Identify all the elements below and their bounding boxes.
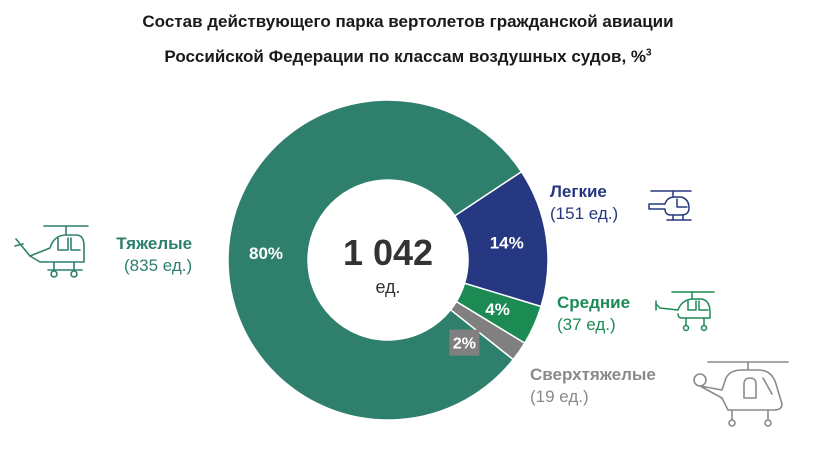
medium-helicopter-icon [655, 291, 715, 332]
legend-superheavy: Сверхтяжелые (19 ед.) [530, 364, 656, 408]
slice-label: 80% [249, 244, 283, 263]
superheavy-helicopter-icon [693, 361, 789, 427]
slice-labels: 14% 4% 2% 80% [249, 234, 524, 356]
total-unit: ед. [375, 277, 400, 297]
legend-medium: Средние (37 ед.) [557, 292, 630, 336]
legend-superheavy-count: (19 ед.) [530, 387, 589, 406]
legend-heavy-name: Тяжелые [116, 234, 193, 253]
legend-light-name: Легкие [550, 182, 607, 201]
slice-label-box [449, 329, 480, 356]
heavy-helicopter-icon [14, 225, 89, 278]
slice-heavy [227, 99, 523, 421]
light-helicopter-icon [648, 190, 692, 221]
total-value: 1 042 [343, 232, 433, 273]
legend-medium-name: Средние [557, 293, 631, 312]
donut-slices [227, 99, 549, 421]
legend-heavy-count: (835 ед.) [124, 256, 193, 275]
title-footnote: 3 [646, 47, 652, 59]
legend-light-count: (151 ед.) [550, 204, 619, 223]
slice-label: 2% [453, 336, 476, 353]
legend-light: Легкие (151 ед.) [550, 181, 618, 225]
chart-title-line2: Российской Федерации по классам воздушны… [0, 47, 816, 67]
chart-title-text: Российской Федерации по классам воздушны… [164, 47, 647, 66]
legend-heavy: Тяжелые (835 ед.) [110, 233, 192, 277]
slice-label: 4% [485, 300, 510, 319]
chart-title-line1: Состав действующего парка вертолетов гра… [142, 12, 674, 31]
legend-medium-count: (37 ед.) [557, 315, 616, 334]
slice-label: 14% [490, 234, 524, 253]
legend-superheavy-name: Сверхтяжелые [530, 365, 656, 384]
